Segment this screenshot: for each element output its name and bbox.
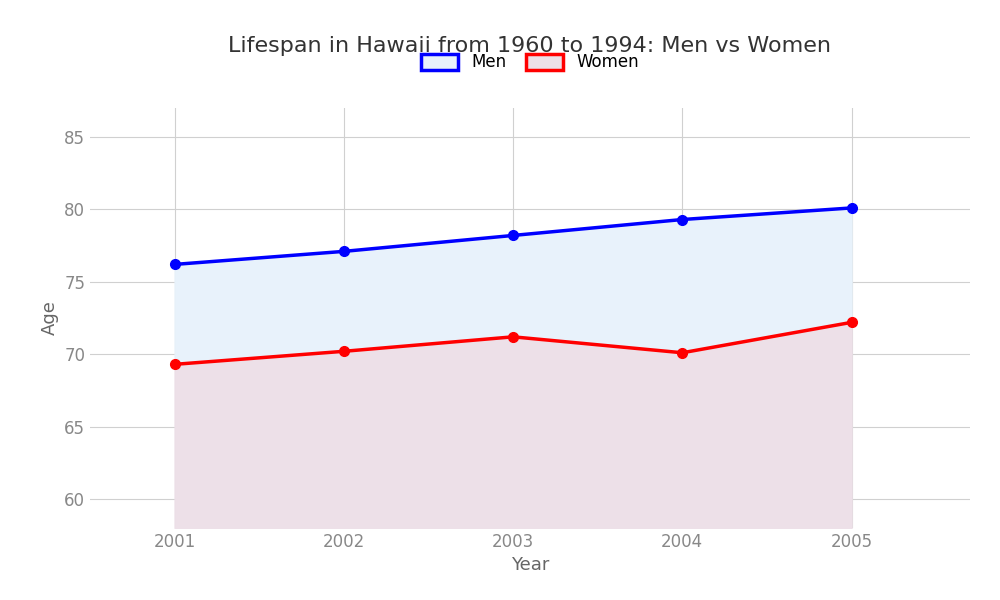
Y-axis label: Age: Age xyxy=(41,301,59,335)
X-axis label: Year: Year xyxy=(511,556,549,574)
Title: Lifespan in Hawaii from 1960 to 1994: Men vs Women: Lifespan in Hawaii from 1960 to 1994: Me… xyxy=(228,37,832,56)
Legend: Men, Women: Men, Women xyxy=(413,45,647,80)
